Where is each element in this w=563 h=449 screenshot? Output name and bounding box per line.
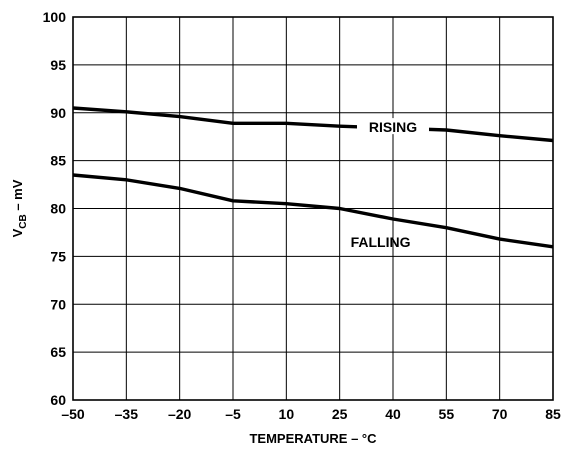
y-tick-label: 90 (50, 105, 66, 121)
x-tick-label: 85 (545, 406, 561, 422)
label-gap (357, 118, 429, 135)
x-tick-label: 40 (385, 406, 401, 422)
y-axis-label-main: V (10, 228, 25, 237)
x-tick-label: 10 (279, 406, 295, 422)
series-line-falling (72, 173, 554, 249)
x-tick-label: 70 (492, 406, 508, 422)
x-axis-label: TEMPERATURE – °C (249, 431, 377, 446)
y-tick-label: 60 (50, 392, 66, 408)
y-axis-label: VCB – mV (10, 179, 29, 237)
x-tick-label: –5 (225, 406, 241, 422)
grid (72, 16, 554, 401)
y-tick-label: 75 (50, 248, 66, 264)
y-tick-labels: 60 65 70 75 80 85 90 95 100 (43, 9, 67, 408)
y-tick-label: 95 (50, 57, 66, 73)
y-tick-label: 80 (50, 201, 66, 217)
y-tick-label: 65 (50, 344, 66, 360)
series-label-rising: RISING (369, 119, 417, 135)
series-lines (72, 106, 554, 249)
x-tick-label: –20 (168, 406, 192, 422)
y-axis-label-subscript: CB (18, 214, 29, 228)
x-tick-label: 25 (332, 406, 348, 422)
y-tick-label: 85 (50, 153, 66, 169)
series-label-falling: FALLING (351, 234, 411, 250)
y-tick-label: 70 (50, 296, 66, 312)
y-tick-label: 100 (43, 9, 67, 25)
series-labels: RISING FALLING (351, 118, 429, 250)
x-tick-label: 55 (439, 406, 455, 422)
y-axis-label-suffix: – mV (10, 179, 25, 214)
series-line-rising (72, 106, 554, 143)
x-tick-label: –50 (61, 406, 85, 422)
x-tick-label: –35 (115, 406, 139, 422)
x-tick-labels: –50 –35 –20 –5 10 25 40 55 70 85 (61, 406, 561, 422)
plot-frame (72, 16, 554, 401)
